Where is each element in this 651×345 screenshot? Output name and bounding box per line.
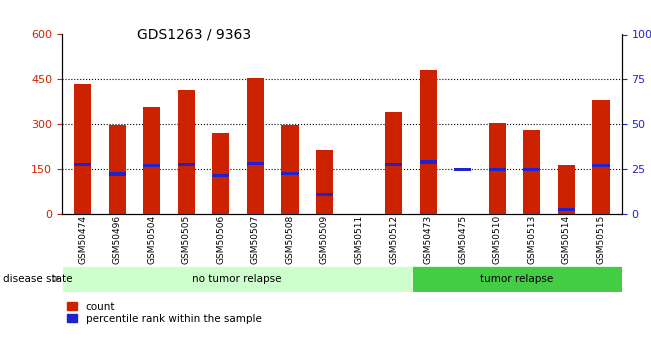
Bar [454,168,471,171]
Bar [281,125,299,214]
Text: GSM50496: GSM50496 [113,215,122,264]
Bar [592,164,609,167]
Bar [178,90,195,214]
Text: GSM50504: GSM50504 [147,215,156,264]
Bar [558,166,575,214]
Bar [316,150,333,214]
Bar [489,168,506,171]
Text: GSM50508: GSM50508 [285,215,294,264]
Legend: count, percentile rank within the sample: count, percentile rank within the sample [67,302,262,324]
Bar [385,163,402,166]
Bar [109,125,126,214]
Bar [281,172,299,175]
Bar [316,193,333,196]
Text: GDS1263 / 9363: GDS1263 / 9363 [137,28,251,42]
Bar [247,78,264,214]
Bar [178,163,195,166]
Text: GSM50515: GSM50515 [596,215,605,264]
Bar [523,130,540,214]
Bar [62,266,411,292]
Bar [143,107,160,214]
Bar [212,132,229,214]
Bar [109,172,126,176]
Text: GSM50505: GSM50505 [182,215,191,264]
Text: GSM50506: GSM50506 [216,215,225,264]
Text: tumor relapse: tumor relapse [480,274,553,284]
Bar [419,70,437,214]
Text: GSM50509: GSM50509 [320,215,329,264]
Bar [74,84,91,214]
Bar [212,174,229,177]
Bar [411,266,622,292]
Text: no tumor relapse: no tumor relapse [192,274,281,284]
Text: GSM50511: GSM50511 [355,215,363,264]
Bar [419,160,437,164]
Text: disease state: disease state [3,275,73,284]
Text: GSM50510: GSM50510 [493,215,502,264]
Bar [489,123,506,214]
Text: GSM50475: GSM50475 [458,215,467,264]
Text: GSM50474: GSM50474 [78,215,87,264]
Text: GSM50513: GSM50513 [527,215,536,264]
Bar [558,208,575,211]
Bar [74,163,91,166]
Text: GSM50473: GSM50473 [424,215,433,264]
Text: GSM50507: GSM50507 [251,215,260,264]
Bar [385,112,402,214]
Text: GSM50514: GSM50514 [562,215,571,264]
Text: GSM50512: GSM50512 [389,215,398,264]
Bar [247,162,264,166]
Bar [143,164,160,167]
Bar [592,100,609,214]
Bar [523,168,540,171]
